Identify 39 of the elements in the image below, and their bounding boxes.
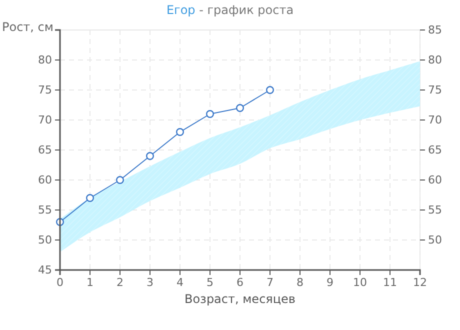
x-tick-label: 6 <box>236 276 244 289</box>
y2-tick-label: 60 <box>428 174 442 187</box>
y-tick-label: 65 <box>38 144 52 157</box>
y-tick-label: 70 <box>38 114 52 127</box>
point <box>266 86 274 94</box>
point <box>176 128 184 136</box>
x-tick-label: 3 <box>146 276 154 289</box>
y2-tick-label: 85 <box>428 24 442 37</box>
point <box>86 194 94 202</box>
y-axis-title: Рост, см <box>2 20 54 34</box>
x-tick-label: 1 <box>86 276 94 289</box>
x-tick-label: 0 <box>56 276 64 289</box>
x-tick-label: 7 <box>266 276 274 289</box>
x-tick-label: 8 <box>296 276 304 289</box>
x-tick-label: 11 <box>383 276 397 289</box>
y-tick-label: 55 <box>38 204 52 217</box>
y-tick-label: 60 <box>38 174 52 187</box>
y2-tick-label: 55 <box>428 204 442 217</box>
x-tick-label: 10 <box>353 276 367 289</box>
x-tick-label: 12 <box>413 276 427 289</box>
x-tick-label: 2 <box>116 276 124 289</box>
y-tick-label: 45 <box>38 264 52 277</box>
y2-tick-label: 65 <box>428 144 442 157</box>
x-tick-label: 9 <box>326 276 334 289</box>
y-tick-label: 75 <box>38 84 52 97</box>
point <box>116 176 124 184</box>
chart-title: Егор - график роста <box>166 3 294 17</box>
y2-tick-label: 75 <box>428 84 442 97</box>
x-tick-label: 5 <box>206 276 214 289</box>
y-tick-label: 80 <box>38 54 52 67</box>
y2-tick-label: 50 <box>428 234 442 247</box>
y-tick-label: 50 <box>38 234 52 247</box>
point <box>146 152 154 160</box>
x-tick-label: 4 <box>176 276 184 289</box>
x-axis-title: Возраст, месяцев <box>184 292 296 306</box>
y2-tick-label: 70 <box>428 114 442 127</box>
y2-tick-label: 80 <box>428 54 442 67</box>
point <box>236 104 244 112</box>
point <box>206 110 214 118</box>
